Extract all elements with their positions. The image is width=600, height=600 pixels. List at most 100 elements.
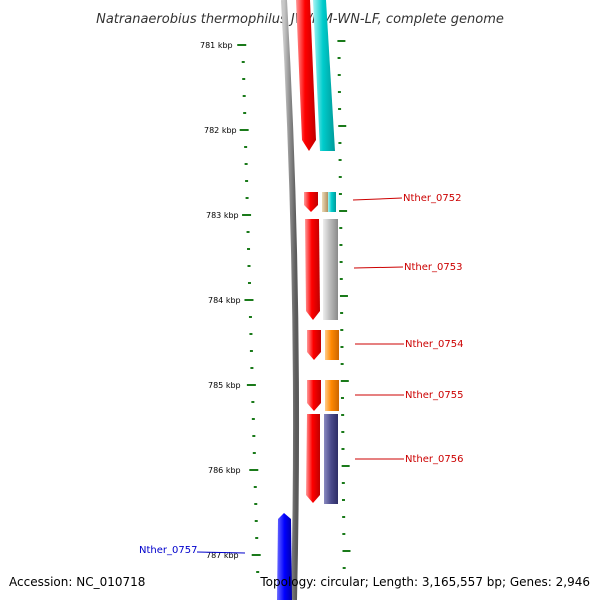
scale-tick	[340, 329, 344, 331]
scale-tick	[340, 397, 344, 399]
scale-tick	[252, 452, 256, 454]
scale-tick	[337, 74, 341, 76]
scale-tick	[252, 435, 256, 437]
accession-text: Accession: NC_010718	[9, 575, 145, 589]
scale-tick	[251, 401, 255, 403]
scale-tick	[256, 571, 260, 573]
scale-tick	[338, 108, 342, 110]
scale-label-787: 787 kbp	[206, 551, 239, 560]
scale-tick	[342, 533, 346, 535]
genome-backbone	[281, 0, 300, 600]
gene-label-nther-0757[interactable]: Nther_0757	[139, 545, 197, 556]
gene-arrow-nther-0754[interactable]	[307, 330, 321, 360]
scale-tick	[340, 312, 344, 314]
gene-block-orange-0755[interactable]	[325, 380, 339, 411]
scale-ticks	[237, 40, 351, 573]
gene-arrow-nther-0756[interactable]	[306, 414, 320, 503]
scale-tick	[249, 469, 259, 471]
scale-tick	[338, 142, 342, 144]
scale-tick	[339, 227, 343, 229]
scale-label-785: 785 kbp	[208, 381, 241, 390]
scale-tick	[341, 431, 345, 433]
gene-arrow-nther-0757[interactable]	[277, 513, 292, 600]
scale-tick	[340, 346, 344, 348]
scale-tick	[246, 384, 256, 386]
gene-block-tan-0752[interactable]	[322, 192, 328, 212]
scale-tick	[247, 265, 251, 267]
scale-tick	[237, 44, 247, 46]
scale-tick	[340, 380, 349, 382]
scale-tick	[251, 418, 255, 420]
scale-label-781: 781 kbp	[200, 41, 233, 50]
gene-arrow-nther-0755[interactable]	[307, 380, 321, 411]
scale-tick	[255, 537, 259, 539]
scale-label-783: 783 kbp	[206, 211, 239, 220]
scale-tick	[341, 499, 345, 501]
gene-arrow-nther-0753[interactable]	[305, 219, 320, 320]
scale-tick	[340, 363, 344, 365]
gene-label-nther-0754[interactable]: Nther_0754	[405, 339, 463, 350]
gene-block-cyan-0752[interactable]	[328, 192, 336, 212]
scale-tick	[339, 261, 343, 263]
scale-tick	[342, 567, 346, 569]
scale-tick	[242, 214, 252, 216]
scale-tick	[254, 503, 258, 505]
gene-block-grey-0753[interactable]	[323, 219, 338, 320]
scale-tick	[243, 112, 247, 114]
scale-tick	[239, 129, 249, 131]
scale-tick	[251, 554, 261, 556]
scale-tick	[244, 163, 248, 165]
scale-tick	[342, 550, 351, 552]
gene-arrow-nther-0752[interactable]	[304, 192, 318, 212]
scale-tick	[338, 125, 347, 127]
gene-label-nther-0756[interactable]: Nther_0756	[405, 454, 463, 465]
scale-tick	[245, 197, 249, 199]
scale-tick	[337, 40, 346, 42]
gene-label-nther-0753[interactable]: Nther_0753	[404, 262, 462, 273]
scale-tick	[339, 210, 348, 212]
scale-tick	[250, 367, 254, 369]
scale-tick	[242, 95, 246, 97]
topology-text: Topology: circular; Length: 3,165,557 bp…	[259, 575, 590, 589]
scale-tick	[254, 520, 258, 522]
gene-label-nther-0752[interactable]: Nther_0752	[403, 193, 461, 204]
scale-tick	[241, 61, 245, 63]
gene-label-nther-0755[interactable]: Nther_0755	[405, 390, 463, 401]
scale-tick	[339, 278, 343, 280]
scale-tick	[341, 414, 345, 416]
scale-tick	[339, 295, 348, 297]
scale-tick	[247, 282, 251, 284]
gene-block-purple-0756[interactable]	[324, 414, 338, 504]
scale-tick	[339, 244, 343, 246]
scale-label-782: 782 kbp	[204, 126, 237, 135]
scale-label-786: 786 kbp	[208, 466, 241, 475]
scale-tick	[248, 316, 252, 318]
scale-tick	[342, 516, 346, 518]
scale-label-784: 784 kbp	[208, 296, 241, 305]
scale-tick	[244, 146, 248, 148]
scale-tick	[341, 448, 345, 450]
scale-tick	[245, 180, 249, 182]
gene-arrow-red-top[interactable]	[296, 0, 316, 151]
scale-tick	[244, 299, 254, 301]
scale-tick	[338, 176, 342, 178]
scale-tick	[341, 465, 350, 467]
gene-block-orange-0754[interactable]	[325, 330, 339, 360]
scale-tick	[337, 57, 341, 59]
scale-tick	[338, 159, 342, 161]
leader-line-0753	[353, 266, 404, 269]
scale-labels: 781 kbp 782 kbp 783 kbp 784 kbp 785 kbp …	[200, 41, 241, 560]
scale-tick	[341, 482, 345, 484]
scale-tick	[249, 350, 253, 352]
scale-tick	[242, 78, 246, 80]
scale-tick	[337, 91, 341, 93]
leader-line-0757	[196, 551, 246, 554]
scale-tick	[253, 486, 257, 488]
scale-tick	[247, 248, 251, 250]
scale-tick	[246, 231, 250, 233]
gene-block-cyan-top[interactable]	[313, 0, 335, 151]
scale-tick	[249, 333, 253, 335]
leader-line-0752	[352, 197, 403, 201]
scale-tick	[338, 193, 342, 195]
